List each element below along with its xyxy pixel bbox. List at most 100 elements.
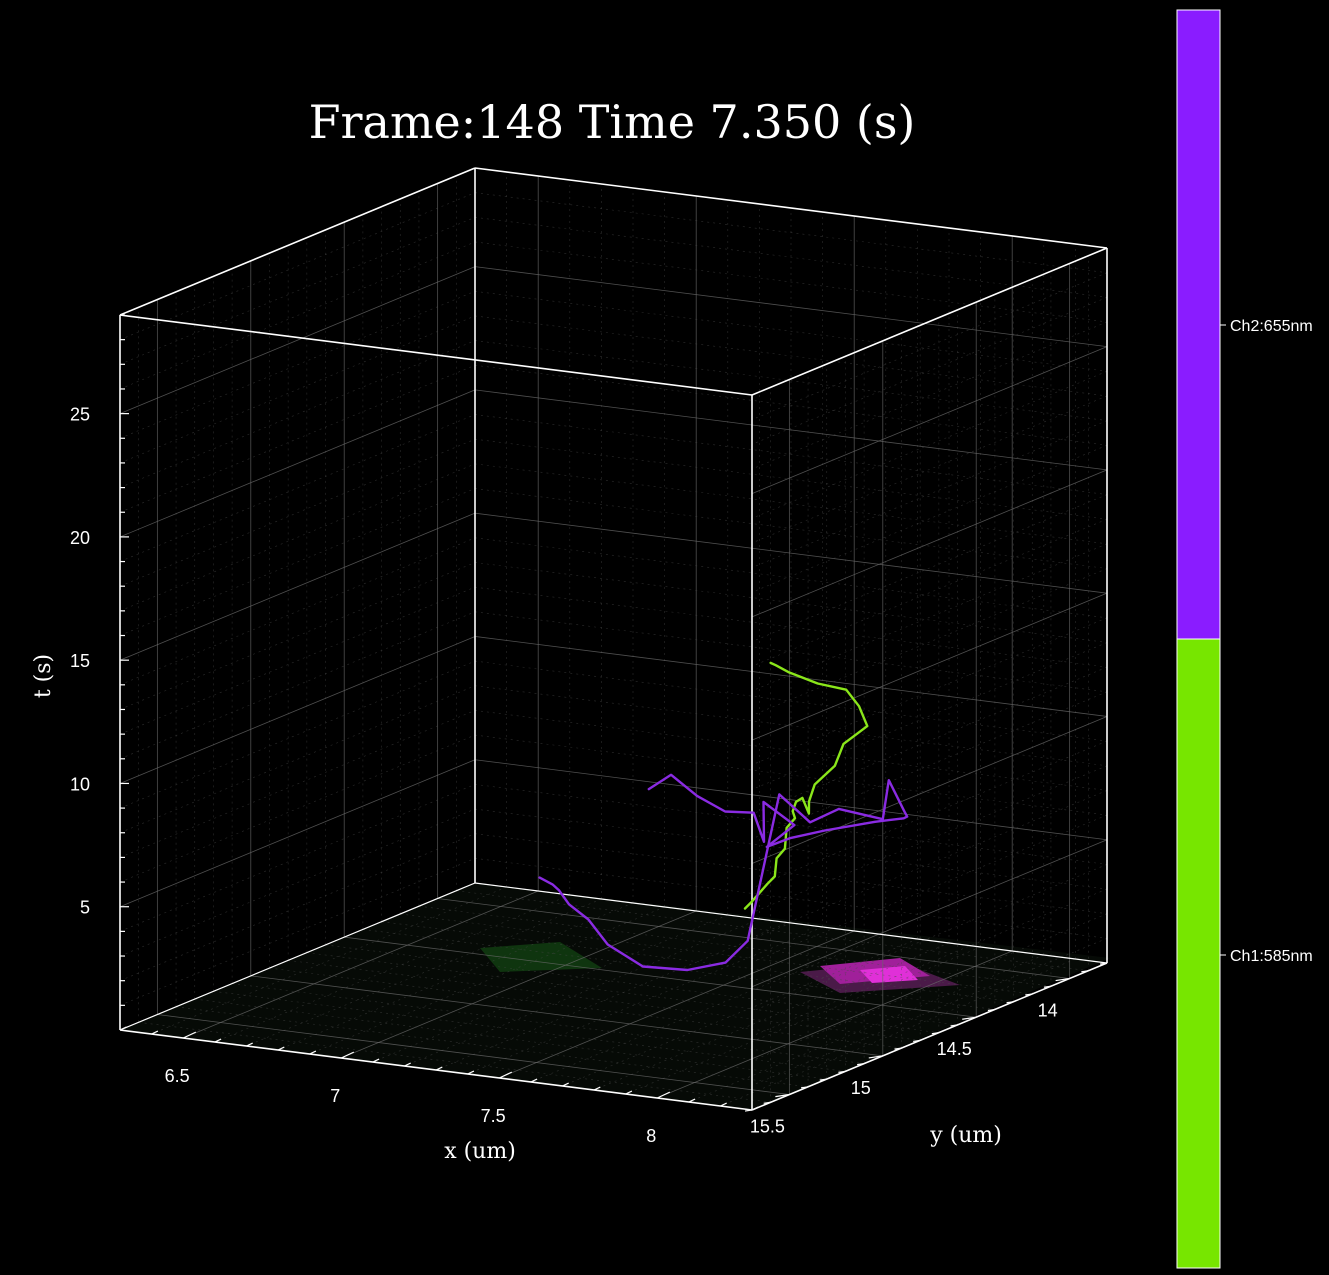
axes-box: [119, 167, 1108, 1111]
grid-line-z-back: [474, 833, 1108, 914]
grid-line-z-back: [474, 734, 1108, 816]
grid-line-z-back: [474, 389, 1108, 471]
z-tick-label: 15: [70, 651, 90, 671]
grid-line-z-right: [751, 494, 1108, 642]
grid-line-z-back: [474, 808, 1108, 890]
x-tick: [246, 1042, 253, 1047]
grid-line-z-back: [474, 266, 1108, 348]
grid-line-z-right: [751, 666, 1108, 815]
grid-line-z-right: [751, 568, 1108, 716]
grid-line-y-floor: [325, 944, 958, 1026]
grid-line-y-floor: [288, 960, 921, 1041]
y-tick: [857, 1062, 865, 1066]
grid-line-z-left: [119, 192, 476, 340]
y-tick: [913, 1039, 921, 1043]
x-tick: [751, 1106, 759, 1111]
y-tick: [931, 1032, 939, 1035]
y-tick: [1081, 970, 1089, 973]
x-tick: [340, 1051, 355, 1059]
grid-line-z-left: [119, 734, 476, 883]
x-tick: [435, 1066, 443, 1071]
grid-line-x-floor: [530, 934, 886, 1083]
x-tick: [309, 1050, 317, 1055]
y-tick: [894, 1047, 902, 1050]
y-tick: [800, 1086, 809, 1089]
grid-line-z-right: [751, 346, 1108, 494]
y-tick: [868, 1055, 883, 1059]
grid-line-z-right: [751, 444, 1108, 593]
grid-line-z-right: [751, 518, 1108, 667]
x-tick: [498, 1071, 513, 1079]
grid-line-y-floor: [269, 967, 902, 1049]
y-tick: [775, 1093, 790, 1098]
y-tick: [987, 1008, 995, 1012]
grid-line-y-floor: [381, 921, 1014, 1002]
grid-line-y-floor: [194, 998, 827, 1080]
grid-line-x-floor: [657, 950, 1013, 1099]
grid-line-z-right: [751, 765, 1108, 914]
x-tick: [593, 1086, 601, 1091]
grid-line-z-right: [751, 617, 1108, 766]
grid-line-z-left: [119, 512, 476, 661]
trajectory-ch1: [743, 661, 869, 910]
grid-line-y-floor: [418, 905, 1051, 987]
z-tick-label: 10: [70, 774, 90, 794]
grid-line-x-floor: [435, 922, 792, 1071]
x-tick: [372, 1058, 380, 1063]
y-tick: [962, 1016, 977, 1020]
grid-line-z-right: [751, 888, 1108, 1037]
x-tick: [214, 1038, 222, 1043]
grid-line-z-right: [751, 839, 1108, 988]
grid-line-z-back: [474, 414, 1108, 495]
grid-line-x-floor: [341, 910, 697, 1059]
grid-line-z-back: [474, 438, 1108, 520]
x-tick-label: 7.5: [481, 1106, 506, 1126]
z-axis-label: t (s): [31, 654, 56, 698]
grid-line-z-left: [119, 537, 476, 686]
grid-line-y-floor: [157, 1014, 790, 1095]
x-tick-label: 7: [330, 1086, 340, 1106]
grid-line-z-right: [751, 592, 1108, 741]
y-tick: [1055, 977, 1070, 982]
grid-line-z-left: [119, 340, 476, 488]
grid-line-y-floor: [306, 952, 939, 1033]
box-edge: [751, 247, 1108, 396]
y-tick: [1006, 1001, 1014, 1004]
grid-line-z-right: [751, 543, 1108, 692]
grid-line-x-floor: [593, 942, 950, 1091]
colorbar-label-ch1: Ch1:585nm: [1230, 948, 1313, 965]
grid-line-z-back: [474, 562, 1108, 643]
grid-line-z-right: [751, 814, 1108, 963]
grid-line-x-floor: [246, 898, 602, 1047]
box-edge: [474, 882, 1108, 964]
y-tick-label: 15.5: [750, 1117, 785, 1137]
y-tick: [763, 1101, 771, 1104]
grid-line-z-right: [751, 395, 1108, 544]
grid-line-z-left: [119, 710, 476, 858]
y-tick: [950, 1024, 958, 1027]
grid-line-z-left: [119, 389, 476, 538]
colorbar-segment-ch1: [1176, 638, 1221, 1269]
y-tick: [1099, 962, 1108, 965]
green-spot: [480, 942, 602, 972]
grid-line-z-right: [751, 740, 1108, 889]
y-tick-label: 14.5: [937, 1039, 972, 1059]
z-tick-label: 25: [70, 405, 90, 425]
x-tick: [277, 1046, 285, 1051]
grid-line-x-floor: [467, 926, 823, 1075]
grid-line-z-left: [119, 290, 476, 439]
grid-line-z-back: [474, 364, 1108, 446]
grid-line-z-back: [474, 660, 1108, 742]
x-tick: [562, 1082, 569, 1087]
z-tick-label: 20: [70, 528, 90, 548]
grid-line-z-left: [119, 562, 476, 710]
x-tick: [404, 1062, 411, 1067]
grid-line-y-floor: [232, 983, 865, 1064]
x-tick-label: 6.5: [165, 1066, 190, 1086]
x-tick: [467, 1070, 475, 1075]
grid-line-z-left: [119, 414, 476, 562]
grid-line-z-left: [119, 438, 476, 587]
x-tick: [182, 1031, 197, 1039]
grid-line-z-right: [751, 691, 1108, 840]
